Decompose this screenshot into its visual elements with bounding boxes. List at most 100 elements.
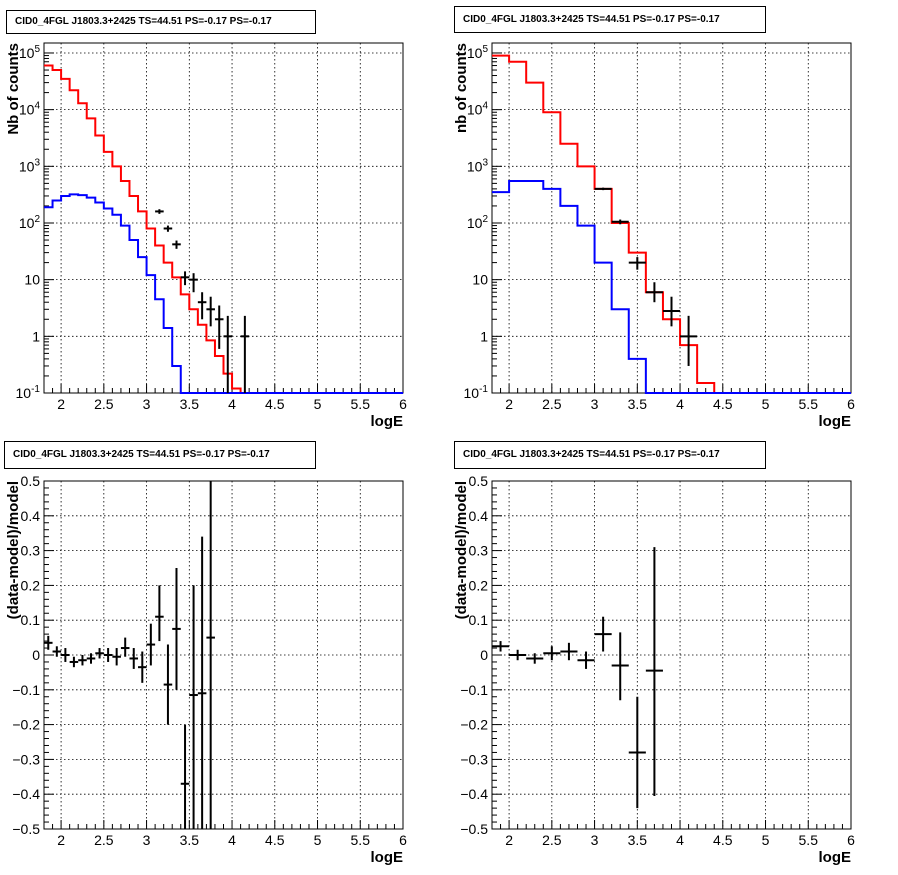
y-axis-label: nb of counts [453,43,470,133]
residual-point [611,632,629,701]
x-tick-label: 6 [399,396,407,412]
x-tick-label: 2.5 [94,832,114,848]
x-axis-label: logE [371,849,404,866]
residual-point [129,648,139,669]
y-tick-label: 103 [19,157,41,174]
y-tick-label: 102 [19,214,41,231]
y-tick-label: 0.4 [469,508,489,524]
x-tick-label: 4.5 [265,396,285,412]
x-tick-label: 5 [314,832,322,848]
y-tick-label: 10-1 [464,384,489,401]
y-tick-label: −0.3 [460,751,488,767]
y-tick-label: 0.1 [469,612,489,628]
model-source-histogram [44,193,403,394]
x-tick-label: 4.5 [713,396,733,412]
data-point [189,273,198,293]
residual-point [197,536,207,829]
y-tick-label: 0.5 [469,473,489,489]
x-tick-label: 4 [676,832,684,848]
residual-point [180,724,190,829]
data-point [197,292,207,320]
x-tick-label: 4.5 [713,832,733,848]
model-total-histogram [44,64,403,394]
plot-frame [491,42,852,394]
y-tick-label: 102 [467,214,489,231]
residual-point [189,585,198,829]
residual-point [95,648,104,659]
residual-point [206,481,215,829]
data-point [223,315,233,393]
data-point [680,315,698,366]
x-tick-label: 2 [505,396,513,412]
x-tick-label: 4 [228,832,236,848]
data-point [662,296,681,327]
data-point [155,209,164,214]
x-tick-label: 6 [847,396,855,412]
y-tick-label: 0 [480,647,488,663]
x-tick-label: 4 [228,396,236,412]
x-tick-label: 3.5 [180,396,200,412]
y-axis-label: (data-model)/model [453,481,470,619]
residual-point [509,649,527,661]
y-tick-label: 10-1 [16,384,41,401]
x-tick-label: 3 [143,832,151,848]
x-tick-label: 2 [57,832,65,848]
residual-point [155,585,164,642]
residual-point [645,547,663,796]
x-tick-label: 4 [676,396,684,412]
y-tick-label: 0.3 [21,543,41,559]
plot-title: CID0_4FGL J1803.3+2425 TS=44.51 PS=-0.17… [6,10,316,34]
y-tick-label: −0.4 [12,786,40,802]
y-tick-label: 104 [467,101,489,118]
y-tick-label: 0.5 [21,473,41,489]
x-tick-label: 3 [591,396,599,412]
x-tick-label: 2.5 [94,396,114,412]
x-tick-label: 3.5 [628,832,648,848]
y-tick-label: 1 [480,328,488,344]
residual-point [78,655,87,666]
data-point [206,296,215,327]
x-tick-label: 2 [505,832,513,848]
y-tick-label: 0.3 [469,543,489,559]
y-tick-label: 103 [467,157,489,174]
x-tick-label: 5 [762,832,770,848]
y-tick-label: 0.2 [469,577,489,593]
residual-point [594,616,612,652]
residual-point [44,635,53,650]
data-point [163,225,173,232]
x-tick-label: 5.5 [351,396,371,412]
y-tick-label: 105 [19,44,41,61]
y-tick-label: 105 [467,44,489,61]
data-point [172,240,181,249]
x-tick-label: 5.5 [799,832,819,848]
data-point [645,282,663,303]
y-tick-label: −0.1 [12,682,40,698]
residual-point [61,648,70,662]
y-tick-label: 0 [32,647,40,663]
y-tick-label: 1 [32,328,40,344]
x-axis-label: logE [819,413,852,430]
x-tick-label: 3 [143,396,151,412]
data-point [628,257,646,270]
x-tick-label: 5.5 [351,832,371,848]
residual-point [492,641,510,652]
y-tick-label: 0.4 [21,508,41,524]
x-tick-label: 2 [57,396,65,412]
residual-point [526,653,544,664]
x-tick-label: 6 [399,832,407,848]
y-tick-label: 0.1 [21,612,41,628]
residual-point [172,568,181,690]
plot-frame [43,42,404,394]
residual-point [146,623,156,666]
x-tick-label: 5 [314,396,322,412]
x-tick-label: 4.5 [265,832,285,848]
data-point [214,305,224,349]
x-tick-label: 6 [847,832,855,848]
y-tick-label: 10 [472,272,488,288]
residual-point [628,696,646,809]
residual-point [577,651,595,669]
